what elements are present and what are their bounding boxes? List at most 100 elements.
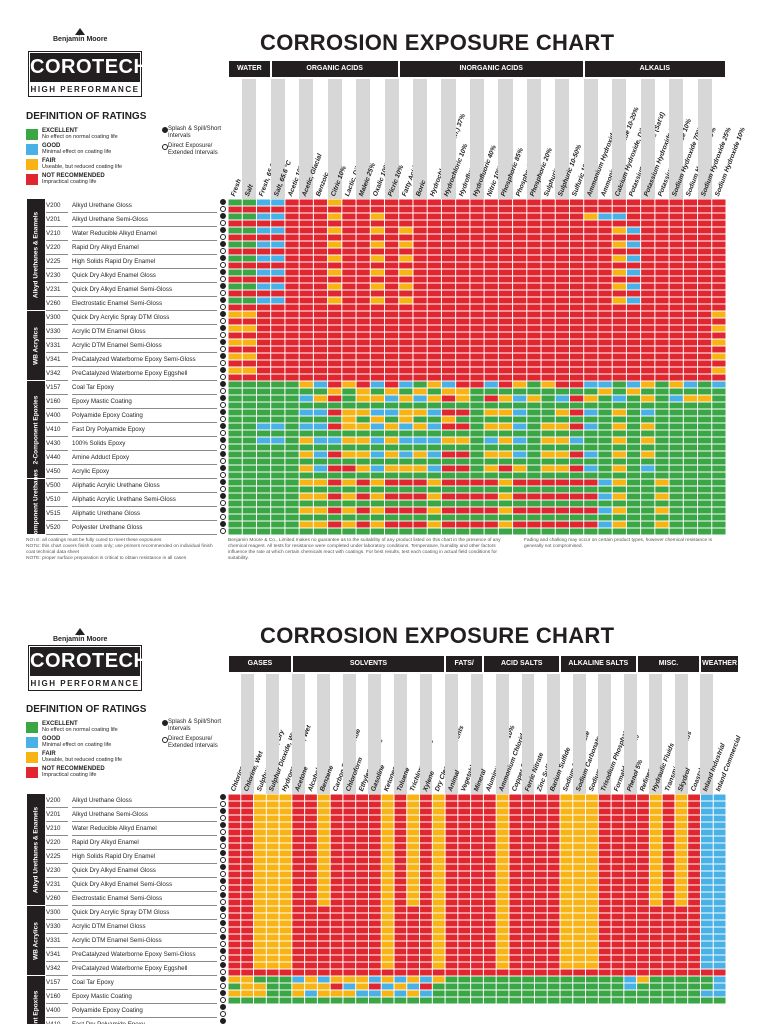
rating-cell [292, 822, 305, 829]
direct-legend-item: Direct Exposure/ Extended Intervals [162, 143, 232, 157]
rating-cell [385, 311, 399, 318]
rating-cell [299, 255, 313, 262]
rating-cell [330, 976, 343, 983]
rating-cell [683, 500, 698, 507]
rating-cell [698, 402, 712, 409]
rating-cell [242, 507, 256, 514]
rating-cell [356, 430, 370, 437]
product-name: Acrylic DTM Enamel Semi-Gloss [72, 339, 217, 353]
rating-cell [292, 794, 305, 801]
rating-cell [669, 430, 683, 437]
rating-cell [370, 318, 385, 325]
rating-cell [271, 269, 285, 276]
rating-cell [356, 437, 370, 444]
rating-cell [560, 927, 573, 934]
rating-cell [456, 346, 470, 353]
rating-cell [522, 990, 534, 997]
rating-cell [675, 871, 688, 878]
rating-cell [385, 199, 399, 206]
rating-cell [555, 528, 569, 535]
rating-cell [669, 437, 683, 444]
rating-cell [254, 885, 266, 892]
rating-cell [484, 248, 498, 255]
rating-cell [343, 990, 356, 997]
rating-cell [228, 822, 241, 829]
rating-cell [370, 507, 385, 514]
rating-cell [241, 941, 254, 948]
rating-cell [675, 794, 688, 801]
rating-cell [513, 472, 527, 479]
rating-cell [256, 262, 271, 269]
rating-cell [242, 339, 256, 346]
rating-cell [342, 339, 356, 346]
rating-cell [541, 297, 555, 304]
rating-cell [534, 794, 547, 801]
rating-cell [420, 920, 432, 927]
rating-cell [683, 353, 698, 360]
rating-cell [343, 927, 356, 934]
rating-cell [534, 955, 547, 962]
rating-cell [496, 913, 509, 920]
rating-cell [569, 507, 584, 514]
rating-cell [413, 283, 427, 290]
rating-cell [254, 941, 266, 948]
rating-cell [254, 850, 266, 857]
rating-cell [569, 451, 584, 458]
rating-label: FAIR [42, 751, 56, 757]
rating-cell [586, 948, 598, 955]
rating-cell [483, 885, 496, 892]
rating-cell [313, 234, 328, 241]
rating-cell [522, 892, 534, 899]
rating-cell [569, 318, 584, 325]
rating-cell [612, 444, 626, 451]
rating-cell [228, 290, 242, 297]
rating-cell [343, 934, 356, 941]
rating-cell [241, 934, 254, 941]
product-code: V210 [46, 227, 68, 241]
product-name: Aliphatic Acrylic Urethane Gloss [72, 479, 217, 493]
product-name: Acrylic DTM Enamel Semi-Gloss [72, 934, 217, 948]
rating-cell [612, 507, 626, 514]
rating-cell [637, 969, 649, 976]
rating-cell [713, 857, 726, 864]
rating-cell [427, 234, 441, 241]
rating-cell [271, 402, 285, 409]
rating-cell [256, 227, 271, 234]
rating-cell [228, 878, 241, 885]
rating-cell [641, 486, 655, 493]
rating-cell [649, 794, 662, 801]
rating-cell [700, 969, 713, 976]
rating-description: Minimal effect on coating life [42, 742, 112, 748]
rating-cell [381, 962, 394, 969]
rating-cell [669, 458, 683, 465]
rating-cell [611, 899, 624, 906]
rating-cell [313, 213, 328, 220]
rating-cell [541, 521, 555, 528]
rating-cell [271, 437, 285, 444]
rating-cell [569, 395, 584, 402]
rating-cell [496, 815, 509, 822]
rating-cell [649, 948, 662, 955]
rating-cell [569, 388, 584, 395]
rating-cell [611, 920, 624, 927]
product-name: Coal Tar Epoxy [72, 976, 217, 990]
rating-cell [626, 465, 641, 472]
rating-cell [228, 500, 242, 507]
rating-cell [598, 990, 611, 997]
rating-cell [441, 241, 456, 248]
rating-cell [299, 360, 313, 367]
rating-cell [713, 878, 726, 885]
rating-cell [655, 500, 669, 507]
rating-cell [413, 493, 427, 500]
product-code: V220 [46, 836, 68, 850]
rating-cell [370, 479, 385, 486]
rating-cell [527, 493, 541, 500]
rating-cell [271, 388, 285, 395]
rating-cell [541, 409, 555, 416]
rating-cell [381, 913, 394, 920]
rating-cell [655, 486, 669, 493]
rating-cell [330, 815, 343, 822]
ratings-legend: DEFINITION OF RATINGS EXCELLENT No effect… [26, 704, 226, 781]
rating-cell [655, 493, 669, 500]
rating-cell [637, 983, 649, 990]
